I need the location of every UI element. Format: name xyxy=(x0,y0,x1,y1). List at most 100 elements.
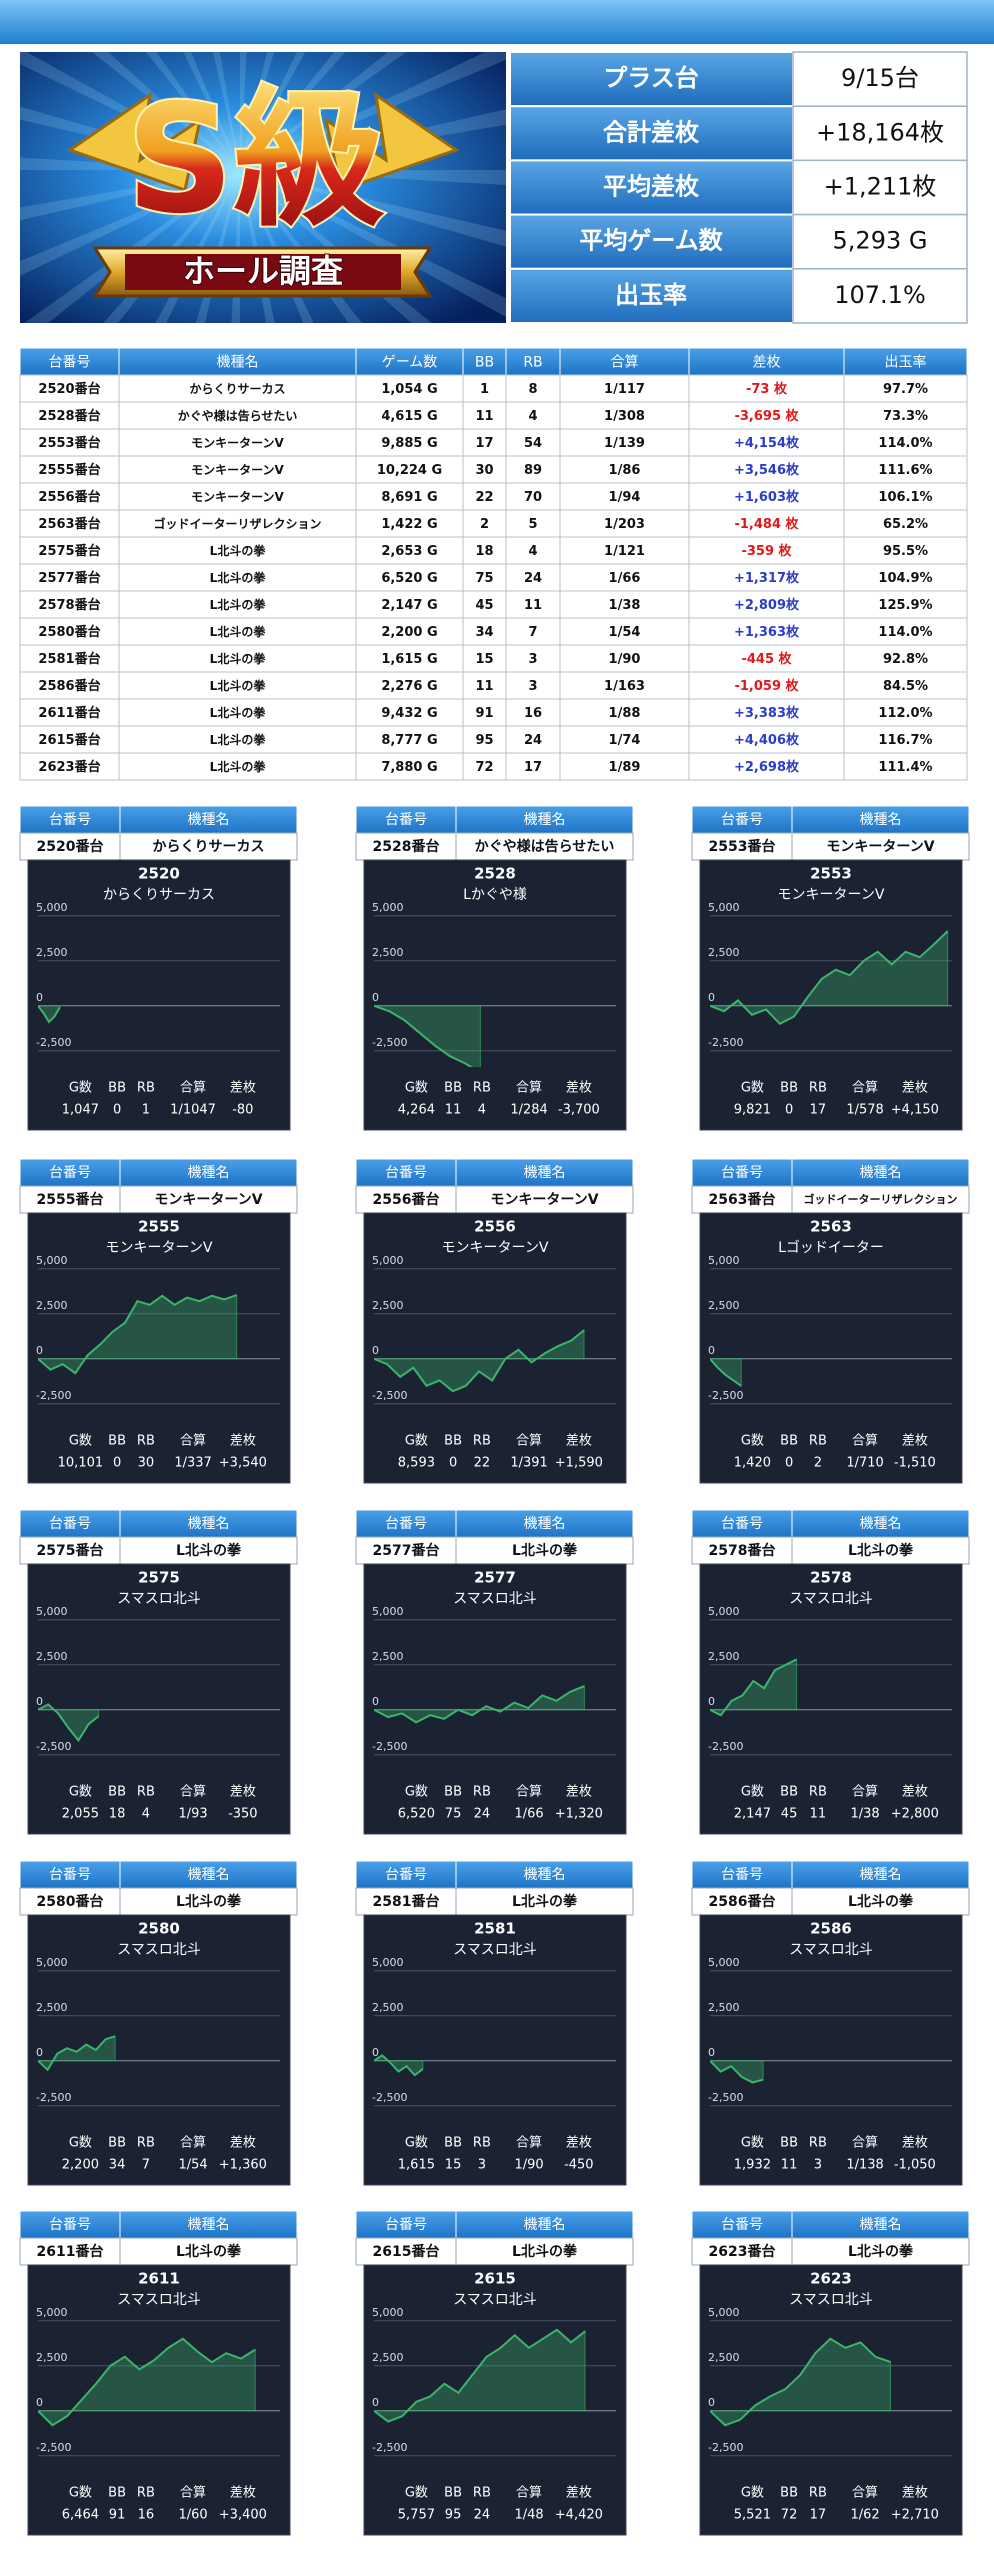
table-cell xyxy=(688,752,845,781)
table-cell xyxy=(688,482,845,511)
panel-header-cell xyxy=(455,2210,634,2239)
table-text: 106.1% xyxy=(878,490,932,505)
table-cell xyxy=(843,644,968,673)
table-text: -359 枚 xyxy=(741,543,792,559)
table-text: 73.3% xyxy=(883,409,928,424)
stats-value: +4,150 xyxy=(891,1103,939,1118)
table-text: 6,520 G xyxy=(381,571,437,586)
y-tick-label: 2,500 xyxy=(708,1650,740,1663)
y-tick-label: -2,500 xyxy=(708,1036,743,1049)
table-cell xyxy=(688,509,845,538)
table-cell xyxy=(462,455,507,484)
y-tick-label: 2,500 xyxy=(36,1299,68,1312)
y-tick-label: 5,000 xyxy=(36,1956,68,1969)
line xyxy=(710,2060,764,2084)
table-text: +4,406枚 xyxy=(734,732,800,748)
chart-panel xyxy=(363,2264,627,2536)
y-tick-label: -2,500 xyxy=(372,1740,407,1753)
chart-subtitle: からくりサーカス xyxy=(103,887,215,903)
stats-value: 1/337 xyxy=(174,1456,211,1471)
stats-value: 18 xyxy=(109,1807,126,1822)
table-cell xyxy=(355,671,464,700)
table-text: 1,615 G xyxy=(381,652,437,667)
panel-header-cell xyxy=(19,1509,121,1538)
stats-header: BB xyxy=(444,1081,462,1096)
table-text: 1/86 xyxy=(609,463,641,478)
panel-value: モンキーターンV xyxy=(154,1192,262,1208)
y-tick-label: 5,000 xyxy=(708,1956,740,1969)
y-tick-label: -2,500 xyxy=(372,2441,407,2454)
stats-header: G数 xyxy=(741,2136,764,2151)
stats-value: +1,320 xyxy=(555,1807,603,1822)
logo-ray xyxy=(240,170,506,247)
logo-ray xyxy=(240,170,275,323)
table-text: 45 xyxy=(475,598,493,613)
stats-value: -3,700 xyxy=(558,1103,600,1118)
logo-ray xyxy=(240,170,506,318)
chart-panel xyxy=(699,859,963,1131)
stats-value: +3,540 xyxy=(219,1456,267,1471)
panel-cell xyxy=(19,1536,121,1565)
table-cell xyxy=(355,644,464,673)
stats-header: BB xyxy=(108,2136,126,2151)
panel-header: 機種名 xyxy=(188,1867,230,1883)
stats-value: 1/66 xyxy=(514,1807,543,1822)
stats-header: 合算 xyxy=(852,1434,878,1449)
table-cell xyxy=(19,752,120,781)
panel-cell xyxy=(691,1887,793,1916)
table-cell xyxy=(19,725,120,754)
stats-value: 91 xyxy=(109,2508,126,2523)
stats-header: 合算 xyxy=(180,2486,206,2501)
table-text: L北斗の拳 xyxy=(210,624,267,639)
y-tick-label: 2,500 xyxy=(372,1650,404,1663)
table-text: 2577番台 xyxy=(38,570,100,586)
stats-value: 1/38 xyxy=(850,1807,879,1822)
summary-value: +1,211枚 xyxy=(824,173,937,201)
stats-header: 合算 xyxy=(852,2486,878,2501)
table-cell xyxy=(462,536,507,565)
table-cell xyxy=(505,671,561,700)
y-tick-label: 2,500 xyxy=(708,2351,740,2364)
table-text: 84.5% xyxy=(883,679,928,694)
table-cell xyxy=(462,698,507,727)
table-text: 4,615 G xyxy=(381,409,437,424)
y-tick-label: 5,000 xyxy=(372,1605,404,1618)
table-text: 2528番台 xyxy=(38,408,100,424)
stats-value: 1/710 xyxy=(846,1456,883,1471)
stats-value: 6,464 xyxy=(62,2508,99,2523)
table-text: 1,054 G xyxy=(381,382,437,397)
table-text: 1/139 xyxy=(604,436,645,451)
table-text: 1/88 xyxy=(609,706,641,721)
chart-title: 2580 xyxy=(138,1920,180,1938)
panel-value: 2563番台 xyxy=(709,1191,776,1208)
table-text: 5 xyxy=(528,517,537,532)
table-cell xyxy=(843,401,968,430)
panel-cell xyxy=(19,832,121,861)
stats-header: RB xyxy=(809,1434,827,1449)
table-cell xyxy=(355,509,464,538)
panel-header: 機種名 xyxy=(524,1867,566,1883)
chart-subtitle: モンキーターンV xyxy=(106,1240,213,1256)
summary-label-cell xyxy=(509,159,794,216)
chart-panel xyxy=(699,1914,963,2186)
table-text: 95 xyxy=(475,733,493,748)
stats-value: +2,710 xyxy=(891,2508,939,2523)
panel-header: 機種名 xyxy=(524,1516,566,1532)
table-text: +1,603枚 xyxy=(734,489,800,505)
table-cell xyxy=(843,725,968,754)
stats-header: BB xyxy=(780,2136,798,2151)
y-tick-label: 2,500 xyxy=(708,946,740,959)
table-text: 116.7% xyxy=(878,733,932,748)
table-text: 9,885 G xyxy=(381,436,437,451)
chart-subtitle: スマスロ北斗 xyxy=(117,2292,201,2308)
stats-header: G数 xyxy=(405,1785,428,1800)
table-text: 111.4% xyxy=(878,760,932,775)
stats-value: 4,264 xyxy=(398,1103,435,1118)
stats-header: RB xyxy=(473,1081,491,1096)
summary-label-cell xyxy=(509,51,794,108)
y-tick-label: 0 xyxy=(372,1344,379,1357)
table-text: 11 xyxy=(524,598,542,613)
stats-value: +1,590 xyxy=(555,1456,603,1471)
stats-header: 合算 xyxy=(516,2136,542,2151)
table-cell xyxy=(688,455,845,484)
